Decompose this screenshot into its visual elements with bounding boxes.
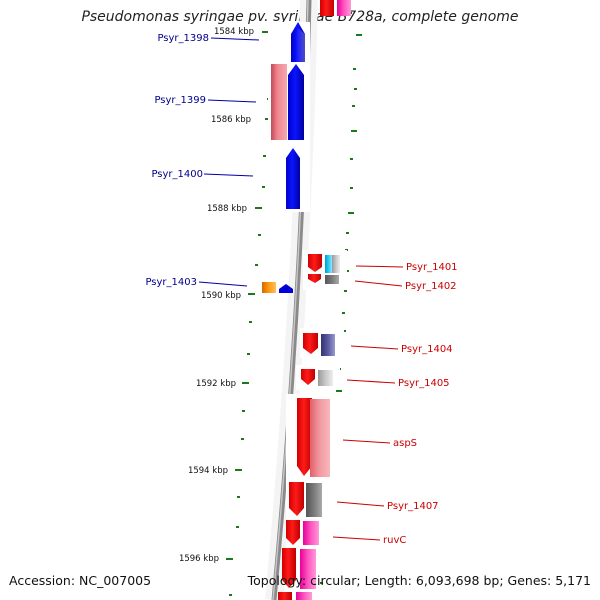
gene-block-psyr-1401-b: [332, 255, 340, 273]
gene-arrow-psyr-1403: [279, 284, 293, 293]
gene-label-asps[interactable]: aspS: [393, 438, 417, 449]
right-leader-lines: [332, 265, 404, 541]
tick-label: 1588 kbp: [207, 204, 247, 214]
gene-label-ruvc[interactable]: ruvC: [383, 535, 406, 546]
gene-arrow-bottom: [282, 548, 296, 588]
gene-label-psyr-1404[interactable]: Psyr_1404: [401, 344, 453, 355]
tick-label: 1586 kbp: [211, 115, 251, 125]
gene-label-psyr-1401[interactable]: Psyr_1401: [406, 262, 458, 273]
gene-arrow-psyr-1398-tail: [296, 28, 305, 62]
gene-block-psyr-1407: [306, 483, 322, 517]
gene-top-red: [320, 0, 334, 16]
gene-block-psyr-1399-homolog: [271, 64, 287, 140]
gene-arrow-psyr-1400: [286, 148, 300, 209]
gene-arrow-psyr-1401: [308, 254, 322, 272]
gene-block-psyr-1402: [325, 275, 339, 284]
tick-label: 1596 kbp: [179, 554, 219, 564]
gene-arrow-psyr-1404: [303, 333, 318, 354]
gene-arrow-asps: [297, 398, 312, 476]
gene-arrow-psyr-1399: [288, 64, 304, 140]
gene-block-psyr-1401-a: [325, 255, 332, 273]
gene-block-psyr-1404: [321, 334, 335, 356]
tick-label: 1592 kbp: [196, 379, 236, 389]
gene-arrow-psyr-1407: [289, 482, 304, 516]
gene-block-bottom-2: [278, 592, 292, 600]
gene-block-psyr-1403-orange: [262, 282, 276, 293]
gene-label-psyr-1400[interactable]: Psyr_1400: [151, 169, 203, 180]
gene-label-psyr-1405[interactable]: Psyr_1405: [398, 378, 450, 389]
gene-top-magenta: [337, 0, 351, 16]
gene-arrow-ruvc: [286, 520, 300, 545]
gene-block-bottom-3: [296, 592, 312, 600]
left-gene-labels: Psyr_1398 Psyr_1399 Psyr_1400 Psyr_1403: [145, 33, 209, 288]
gene-label-psyr-1399[interactable]: Psyr_1399: [154, 95, 206, 106]
tick-label: 1594 kbp: [188, 466, 228, 476]
gene-block-ruvc: [303, 521, 319, 545]
right-gene-labels: Psyr_1401 Psyr_1402 Psyr_1404 Psyr_1405 …: [383, 262, 458, 546]
gene-block-bottom: [300, 549, 316, 589]
gene-label-psyr-1402[interactable]: Psyr_1402: [405, 281, 457, 292]
topology-label: Topology: circular; Length: 6,093,698 bp…: [247, 573, 591, 588]
tick-label: 1584 kbp: [214, 27, 254, 37]
left-leader-lines: [198, 37, 260, 287]
tick-label: 1590 kbp: [201, 291, 241, 301]
gene-arrow-psyr-1402: [308, 274, 321, 283]
gene-label-psyr-1398[interactable]: Psyr_1398: [157, 33, 209, 44]
gene-block-psyr-1405: [318, 370, 333, 386]
gene-block-asps: [310, 399, 330, 477]
gene-arrow-psyr-1405: [301, 369, 315, 385]
gene-label-psyr-1407[interactable]: Psyr_1407: [387, 501, 439, 512]
gene-label-psyr-1403[interactable]: Psyr_1403: [145, 277, 197, 288]
accession-label: Accession: NC_007005: [9, 573, 152, 588]
kbp-tick-labels: 1584 kbp 1586 kbp 1588 kbp 1590 kbp 1592…: [179, 27, 254, 564]
